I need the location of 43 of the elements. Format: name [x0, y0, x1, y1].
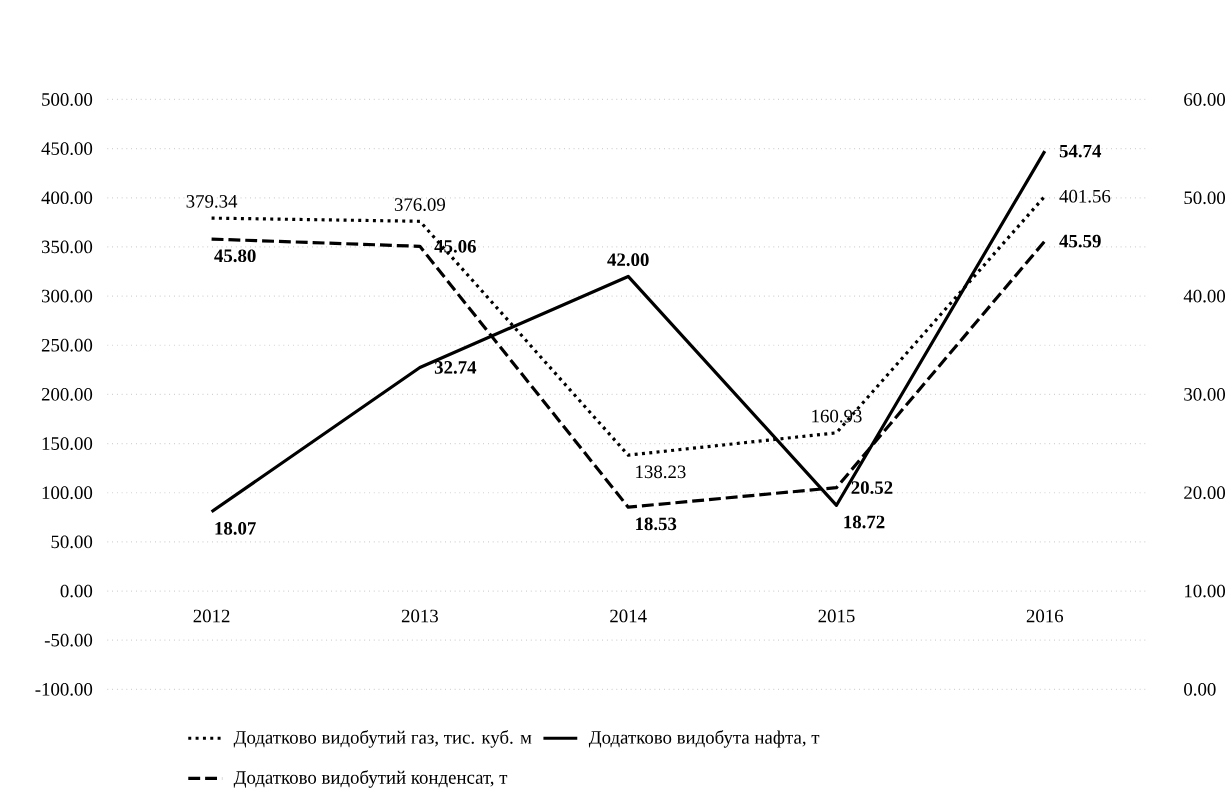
data-label: 20.52	[851, 481, 893, 495]
x-tick-label: 2012	[193, 609, 230, 623]
y-tick-label: -100.00	[35, 683, 93, 696]
data-label: 45.06	[434, 240, 476, 253]
data-label: 401.56	[1059, 189, 1111, 203]
x-tick-label: 2013	[401, 609, 438, 623]
legend-label: Додатково видобутий газ, тис. куб. м	[233, 730, 532, 748]
y2-tick-label: 30.00	[1184, 388, 1226, 401]
data-label: 45.80	[214, 249, 256, 263]
y2-tick-label: 10.00	[1185, 584, 1226, 598]
data-label: 18.07	[215, 522, 256, 535]
data-label: 18.72	[844, 515, 885, 529]
data-label: 54.74	[1059, 144, 1102, 158]
data-label: 32.74	[434, 361, 477, 374]
y2-tick-label: 40.00	[1183, 289, 1226, 303]
x-tick-label: 2015	[818, 609, 855, 623]
y2-tick-label: 60.00	[1184, 93, 1226, 107]
y-tick-label: 50.00	[51, 535, 93, 549]
y-tick-label: 500.00	[42, 93, 93, 107]
legend-label: Додатково видобута нафта, т	[588, 730, 820, 748]
data-label: 160.93	[812, 409, 862, 423]
data-label: 45.59	[1059, 234, 1101, 248]
y-tick-label: -50.00	[44, 633, 93, 647]
y2-tick-label: 50.00	[1184, 191, 1226, 205]
data-label: 18.53	[636, 517, 677, 531]
y-tick-label: 450.00	[41, 142, 93, 156]
y-tick-label: 0.00	[60, 584, 93, 598]
data-label: 138.23	[636, 465, 686, 479]
y-tick-label: 400.00	[41, 191, 93, 205]
data-label: 376.09	[394, 198, 445, 212]
x-tick-label: 2014	[610, 609, 647, 623]
y2-tick-label: 20.00	[1184, 486, 1226, 500]
y-tick-label: 150.00	[42, 437, 93, 451]
y-tick-label: 250.00	[41, 339, 93, 352]
y-tick-label: 300.00	[41, 289, 93, 303]
y-tick-label: 100.00	[42, 486, 93, 500]
data-label: 379.34	[186, 195, 238, 208]
legend-label: Додатково видобутий конденсат, т	[233, 770, 508, 788]
data-label: 42.00	[607, 253, 649, 267]
y-tick-label: 350.00	[41, 240, 93, 254]
y2-tick-label: 0.00	[1184, 683, 1216, 696]
y-tick-label: 200.00	[41, 388, 93, 401]
x-tick-label: 2016	[1026, 609, 1064, 623]
